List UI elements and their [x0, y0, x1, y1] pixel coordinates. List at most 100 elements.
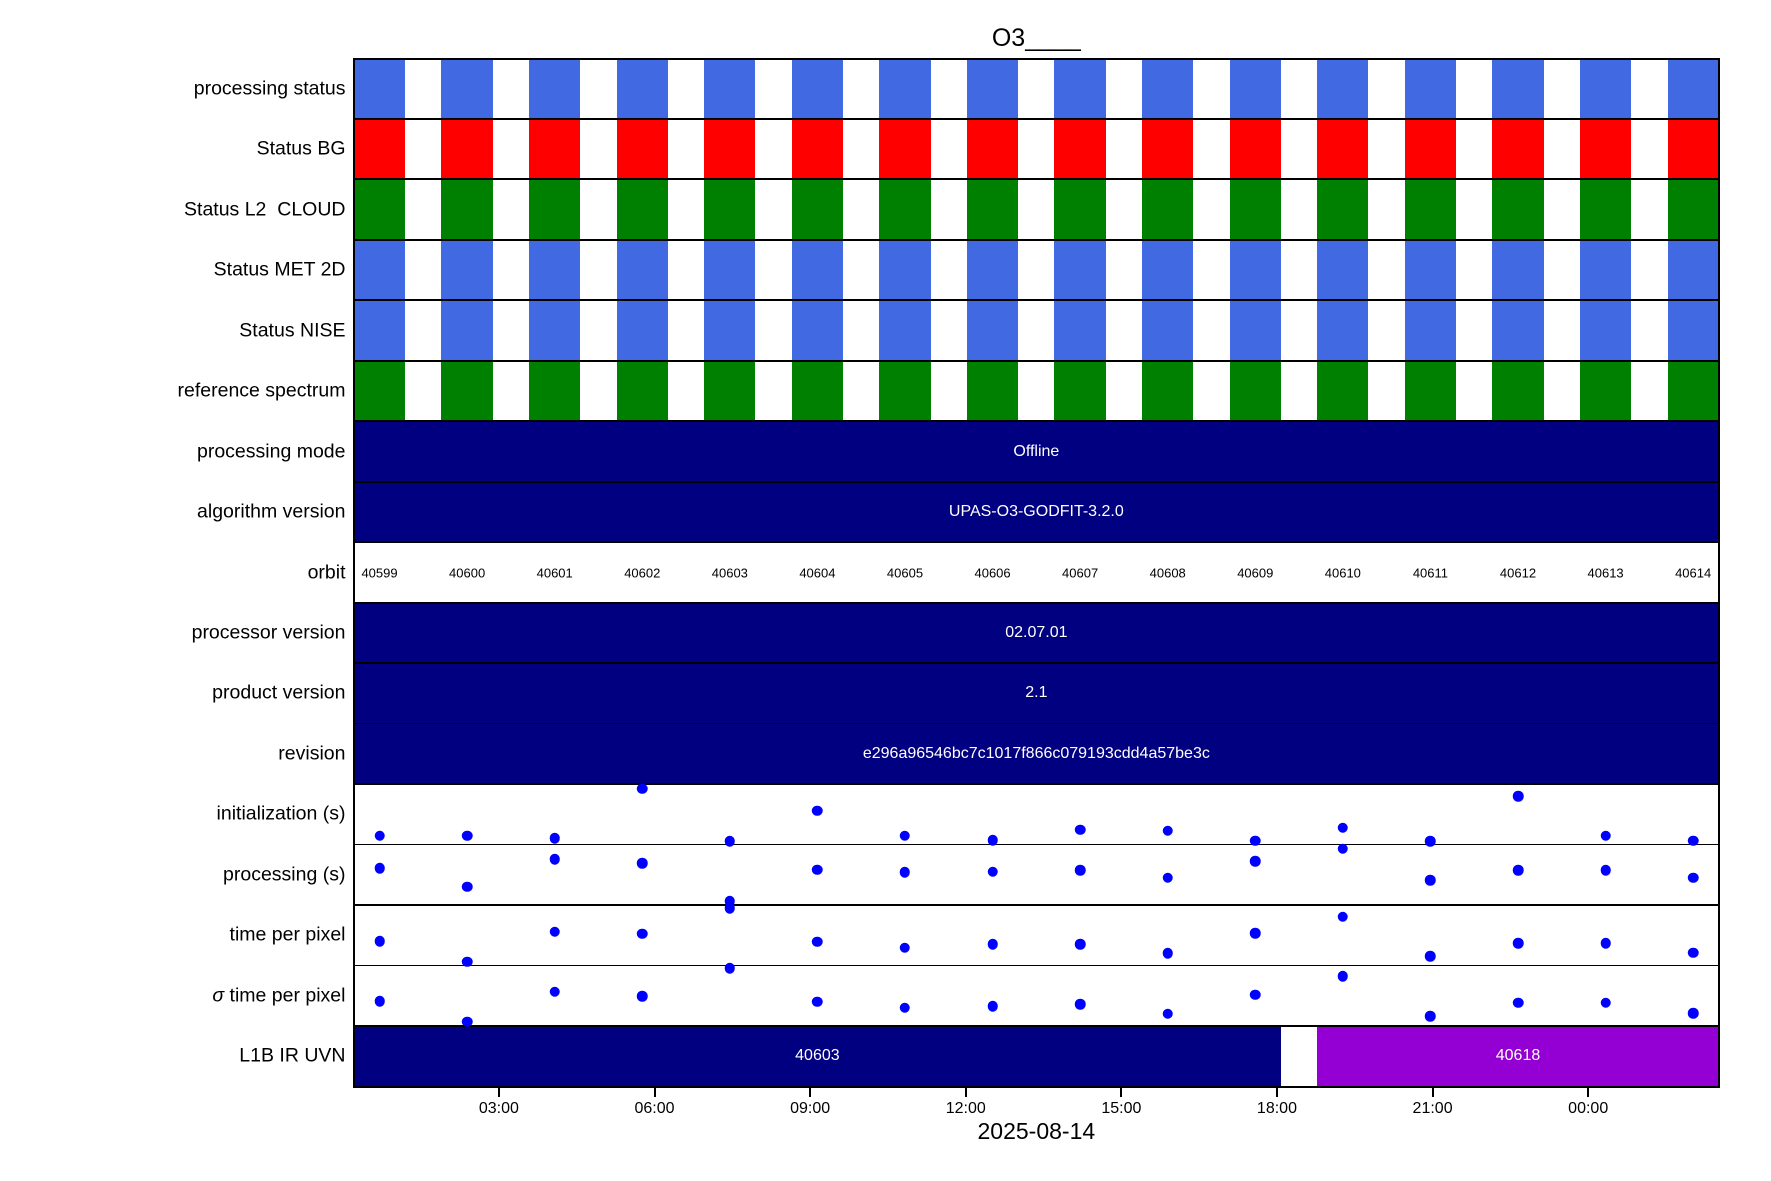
- status-block: [529, 179, 581, 240]
- row-separator: [353, 178, 1719, 181]
- scatter-dot: [724, 963, 736, 974]
- row-separator: [353, 904, 1719, 906]
- status-block: [1404, 239, 1457, 301]
- scatter-dot: [637, 990, 648, 1002]
- scatter-dot: [1425, 836, 1436, 847]
- status-block: [1142, 360, 1194, 422]
- status-block: [616, 179, 668, 240]
- scatter-dot: [724, 902, 736, 914]
- status-block: [529, 360, 581, 422]
- scatter-dot: [1425, 950, 1436, 962]
- orbit-label: 40614: [1675, 565, 1712, 580]
- status-block: [441, 239, 493, 301]
- status-block: [1054, 58, 1106, 119]
- x-tick-label: 15:00: [1101, 1099, 1142, 1117]
- row-separator: [353, 601, 1719, 604]
- status-block: [441, 360, 493, 422]
- status-block: [1667, 58, 1719, 119]
- row-label-processor-version: processor version: [191, 621, 346, 644]
- orbit-label: 40607: [1062, 565, 1099, 580]
- x-tick-label: 18:00: [1256, 1099, 1297, 1117]
- scatter-dot: [1250, 989, 1261, 1000]
- status-block: [353, 239, 406, 301]
- status-block: [704, 58, 756, 119]
- row-separator: [353, 420, 1719, 423]
- status-block: [1492, 239, 1544, 301]
- scatter-dot: [987, 1000, 998, 1012]
- status-block: [353, 58, 406, 119]
- sigma-symbol: σ: [212, 984, 225, 1007]
- scatter-dot: [724, 835, 736, 847]
- status-block: [1229, 58, 1281, 119]
- row-label-processing-status: processing status: [193, 76, 346, 99]
- status-block: [1229, 239, 1281, 301]
- row-label-orbit: orbit: [307, 560, 346, 583]
- status-block: [441, 179, 493, 240]
- status-block: [1579, 300, 1632, 361]
- status-block: [704, 360, 756, 422]
- scatter-dot: [899, 942, 911, 953]
- scatter-dot: [1162, 947, 1173, 959]
- row-separator: [353, 117, 1719, 120]
- orbit-label: 40608: [1149, 565, 1186, 580]
- scatter-dot: [461, 881, 473, 893]
- status-block: [966, 179, 1019, 240]
- orbit-label: 40600: [449, 565, 486, 580]
- status-block: [1142, 239, 1194, 301]
- status-block: [1142, 118, 1194, 180]
- status-block: [1054, 118, 1106, 180]
- status-block: [441, 58, 493, 119]
- scatter-dot: [1337, 911, 1349, 922]
- status-block: [704, 179, 756, 240]
- x-tick-mark: [1431, 1087, 1434, 1097]
- x-tick-label: 03:00: [478, 1099, 519, 1117]
- scatter-dot: [1250, 835, 1261, 847]
- row-separator: [353, 359, 1719, 362]
- orbit-label: 40613: [1587, 565, 1624, 580]
- info-bar-text: UPAS-O3-GODFIT-3.2.0: [948, 503, 1124, 521]
- status-block: [966, 360, 1019, 422]
- status-block: [353, 300, 406, 361]
- status-block: [966, 58, 1019, 119]
- status-block: [353, 118, 406, 180]
- scatter-dot: [1425, 1011, 1436, 1022]
- status-block: [1054, 239, 1106, 301]
- status-block: [1579, 239, 1632, 301]
- scatter-dot: [812, 805, 823, 816]
- l1b-segment: [1317, 1026, 1719, 1087]
- status-block: [1317, 239, 1369, 301]
- status-block: [1229, 118, 1281, 180]
- row-separator: [353, 238, 1719, 241]
- status-block: [1054, 360, 1106, 422]
- scatter-dot: [1512, 790, 1524, 802]
- row-separator: [353, 480, 1719, 483]
- row-label-product-version: product version: [212, 681, 346, 704]
- status-block: [1317, 300, 1369, 361]
- scatter-dot: [1600, 937, 1611, 949]
- row-label-initialization-s-: initialization (s): [216, 802, 346, 825]
- x-tick-mark: [1275, 1087, 1278, 1097]
- row-separator: [353, 541, 1719, 544]
- status-block: [1667, 118, 1719, 180]
- scatter-dot: [374, 936, 385, 947]
- scatter-dot: [637, 928, 648, 939]
- scatter-dot: [1337, 971, 1349, 982]
- row-label-l1b-ir-uvn: L1B IR UVN: [239, 1044, 346, 1067]
- status-block: [704, 239, 756, 301]
- status-block: [1054, 179, 1106, 240]
- l1b-segment: [353, 1026, 1281, 1087]
- status-block: [529, 239, 581, 301]
- status-block: [1404, 300, 1457, 361]
- orbit-label: 40604: [799, 565, 836, 580]
- scatter-dot: [899, 867, 911, 878]
- status-block: [1229, 360, 1281, 422]
- x-tick-label: 21:00: [1412, 1099, 1453, 1117]
- x-tick-label: 06:00: [634, 1099, 675, 1117]
- scatter-dot: [549, 926, 560, 937]
- scatter-dot: [987, 939, 998, 950]
- status-block: [791, 118, 844, 180]
- info-bar: [353, 602, 1719, 664]
- status-block: [441, 300, 493, 361]
- scatter-dot: [812, 996, 823, 1008]
- status-block: [1667, 179, 1719, 240]
